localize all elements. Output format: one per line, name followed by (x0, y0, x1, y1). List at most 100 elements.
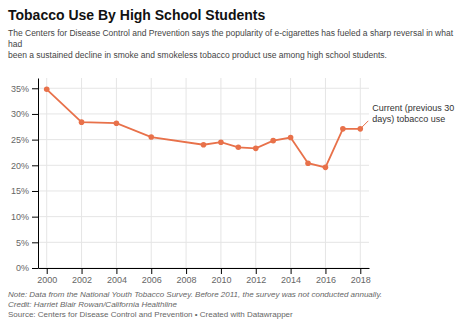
x-grid-line (290, 78, 291, 268)
subtitle-line: had (8, 39, 22, 49)
subtitle-line: The Centers for Disease Control and Prev… (8, 28, 454, 38)
x-tick-mark (325, 268, 326, 274)
y-tick-label: 15% (11, 186, 29, 196)
x-tick: 2014 (281, 268, 301, 285)
chart-svg: Tobacco Use By High School Students The C… (0, 0, 474, 323)
y-tick-label: 25% (11, 135, 29, 145)
y-tick-mark (32, 242, 38, 243)
x-tick: 2000 (37, 268, 57, 285)
y-tick-mark (32, 165, 38, 166)
data-point (236, 145, 242, 151)
x-tick-mark (151, 268, 152, 274)
x-tick-mark (82, 268, 83, 274)
y-grid-line (38, 268, 369, 269)
y-tick: 10% (11, 212, 38, 222)
x-grid-line (151, 78, 152, 268)
y-axis-line (38, 79, 39, 269)
x-tick-label: 2002 (72, 275, 92, 285)
x-tick-mark (256, 268, 257, 274)
x-tick-label: 2010 (211, 275, 231, 285)
x-grid-line (46, 78, 47, 268)
y-tick: 25% (11, 135, 38, 145)
y-grid-line (38, 88, 369, 89)
x-tick: 2002 (72, 268, 92, 285)
x-tick: 2008 (177, 268, 197, 285)
x-tick: 2012 (246, 268, 266, 285)
y-tick-label: 30% (11, 109, 29, 119)
x-tick: 2004 (107, 268, 127, 285)
grid (38, 78, 369, 268)
chart-subtitle: The Centers for Disease Control and Prev… (8, 28, 454, 60)
y-axis: 0% 5% 10% 15% 20% 25% 30% 35% (11, 79, 39, 274)
y-tick: 35% (11, 84, 38, 94)
x-grid-line (81, 78, 82, 268)
data-point (270, 138, 276, 144)
y-tick-label: 35% (11, 84, 29, 94)
x-tick: 2016 (316, 268, 336, 285)
x-grid-line (186, 78, 187, 268)
y-tick-mark (32, 217, 38, 218)
y-tick-mark (32, 191, 38, 192)
data-point (323, 165, 329, 171)
x-axis-line (39, 268, 370, 269)
data-point (44, 86, 50, 92)
subtitle-group: The Centers for Disease Control and Prev… (8, 28, 454, 60)
data-point (218, 139, 224, 145)
annotation: Current (previous 30days) tobacco use (372, 104, 454, 125)
y-grid-line (38, 190, 369, 191)
annotation-line: Current (previous 30 (372, 104, 454, 114)
data-point (305, 160, 311, 166)
x-tick-mark (221, 268, 222, 274)
x-tick: 2018 (351, 268, 371, 285)
footer-note-line: Note: Data from the National Youth Tobac… (8, 290, 382, 299)
x-tick-mark (116, 268, 117, 274)
y-grid-line (38, 242, 369, 243)
data-point (114, 120, 120, 126)
x-tick-mark (360, 268, 361, 274)
subtitle-line: been a sustained decline in smoke and sm… (8, 50, 387, 60)
y-tick-mark (32, 114, 38, 115)
y-grid-line (38, 216, 369, 217)
y-tick-mark (32, 140, 38, 141)
footer-note: Source: Centers for Disease Control and … (8, 310, 293, 319)
x-tick-label: 2012 (246, 275, 266, 285)
data-line (47, 89, 361, 167)
footer-note: Note: Data from the National Youth Tobac… (8, 290, 382, 299)
x-grid-line (325, 78, 326, 268)
data-point (79, 119, 85, 125)
y-grid-line (38, 113, 369, 114)
data-point (340, 126, 346, 132)
x-grid-line (116, 78, 117, 268)
x-tick: 2006 (142, 268, 162, 285)
x-tick-mark (47, 268, 48, 274)
x-tick-mark (291, 268, 292, 274)
x-grid-line (360, 78, 361, 268)
y-tick-label: 20% (11, 161, 29, 171)
annotation-group: Current (previous 30days) tobacco use (372, 104, 454, 125)
chart-title: Tobacco Use By High School Students (8, 7, 265, 23)
data-point (201, 142, 207, 148)
y-tick-label: 0% (16, 263, 29, 273)
footer-note-line: Source: Centers for Disease Control and … (8, 310, 293, 319)
x-tick-label: 2006 (142, 275, 162, 285)
y-tick-mark (32, 268, 38, 269)
y-grid-line (38, 139, 369, 140)
y-tick: 30% (11, 109, 38, 119)
y-tick-label: 10% (11, 212, 29, 222)
x-grid-line (255, 78, 256, 268)
x-grid-line (220, 78, 221, 268)
x-tick-label: 2014 (281, 275, 301, 285)
y-tick: 0% (16, 263, 38, 273)
y-tick: 5% (16, 238, 38, 248)
y-tick-label: 5% (16, 238, 29, 248)
x-tick-label: 2016 (316, 275, 336, 285)
data-layer (44, 86, 363, 170)
footer-note-line: Credit: Harriet Blair Rowan/California H… (8, 300, 178, 309)
x-tick-label: 2018 (351, 275, 371, 285)
x-tick-mark (186, 268, 187, 274)
y-tick-mark (32, 88, 38, 89)
y-tick: 15% (11, 186, 38, 196)
x-axis: 2000 2002 2004 2006 2008 2010 2012 2014 2016 2018 (37, 268, 371, 285)
footer-note: Credit: Harriet Blair Rowan/California H… (8, 300, 178, 309)
data-point (148, 134, 154, 140)
